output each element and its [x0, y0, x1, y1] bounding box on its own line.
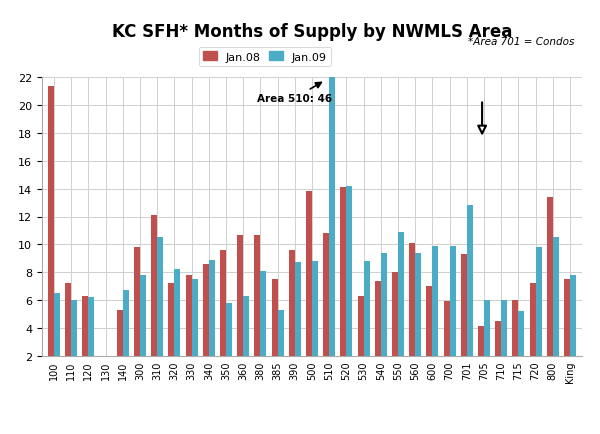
Bar [191, 279, 197, 356]
Bar [169, 284, 175, 356]
Bar [518, 312, 524, 356]
Text: Area 510: 46: Area 510: 46 [257, 83, 332, 104]
Bar [48, 86, 54, 356]
Bar [151, 216, 157, 356]
Bar [254, 235, 260, 356]
Bar [449, 246, 455, 356]
Bar [433, 246, 439, 356]
Bar [346, 187, 352, 356]
Bar [547, 197, 553, 356]
Text: *Area 701 = Condos: *Area 701 = Condos [468, 37, 574, 47]
Bar [312, 261, 318, 356]
Bar [117, 310, 123, 356]
Bar [495, 321, 501, 356]
Bar [323, 233, 329, 356]
Bar [375, 281, 381, 356]
Bar [329, 78, 335, 356]
Bar [478, 327, 484, 356]
Bar [260, 271, 266, 356]
Bar [82, 296, 88, 356]
Legend: Jan.08, Jan.09: Jan.08, Jan.09 [199, 48, 331, 67]
Bar [88, 298, 94, 356]
Bar [443, 302, 449, 356]
Bar [203, 264, 209, 356]
Bar [54, 293, 60, 356]
Bar [185, 275, 191, 356]
Bar [226, 303, 232, 356]
Bar [553, 238, 559, 356]
Bar [467, 206, 473, 356]
Bar [398, 232, 404, 356]
Bar [501, 300, 507, 356]
Bar [536, 247, 542, 356]
Bar [409, 243, 415, 356]
Bar [243, 296, 249, 356]
Bar [220, 250, 226, 356]
Bar [295, 263, 301, 356]
Bar [272, 279, 278, 356]
Bar [512, 300, 518, 356]
Bar [209, 260, 215, 356]
Bar [530, 284, 536, 356]
Bar [237, 235, 243, 356]
Bar [123, 291, 129, 356]
Bar [340, 188, 346, 356]
Bar [392, 273, 398, 356]
Bar [306, 192, 312, 356]
Bar [289, 250, 295, 356]
Bar [358, 296, 364, 356]
Bar [381, 253, 387, 356]
Bar [570, 275, 576, 356]
Bar [65, 284, 71, 356]
Bar [134, 247, 140, 356]
Title: KC SFH* Months of Supply by NWMLS Area: KC SFH* Months of Supply by NWMLS Area [112, 23, 512, 40]
Bar [427, 286, 433, 356]
Bar [157, 238, 163, 356]
Bar [175, 270, 181, 356]
Bar [140, 275, 146, 356]
Bar [278, 310, 284, 356]
Bar [461, 254, 467, 356]
Bar [484, 300, 490, 356]
Bar [564, 279, 570, 356]
Bar [71, 300, 77, 356]
Bar [364, 261, 370, 356]
Bar [415, 253, 421, 356]
